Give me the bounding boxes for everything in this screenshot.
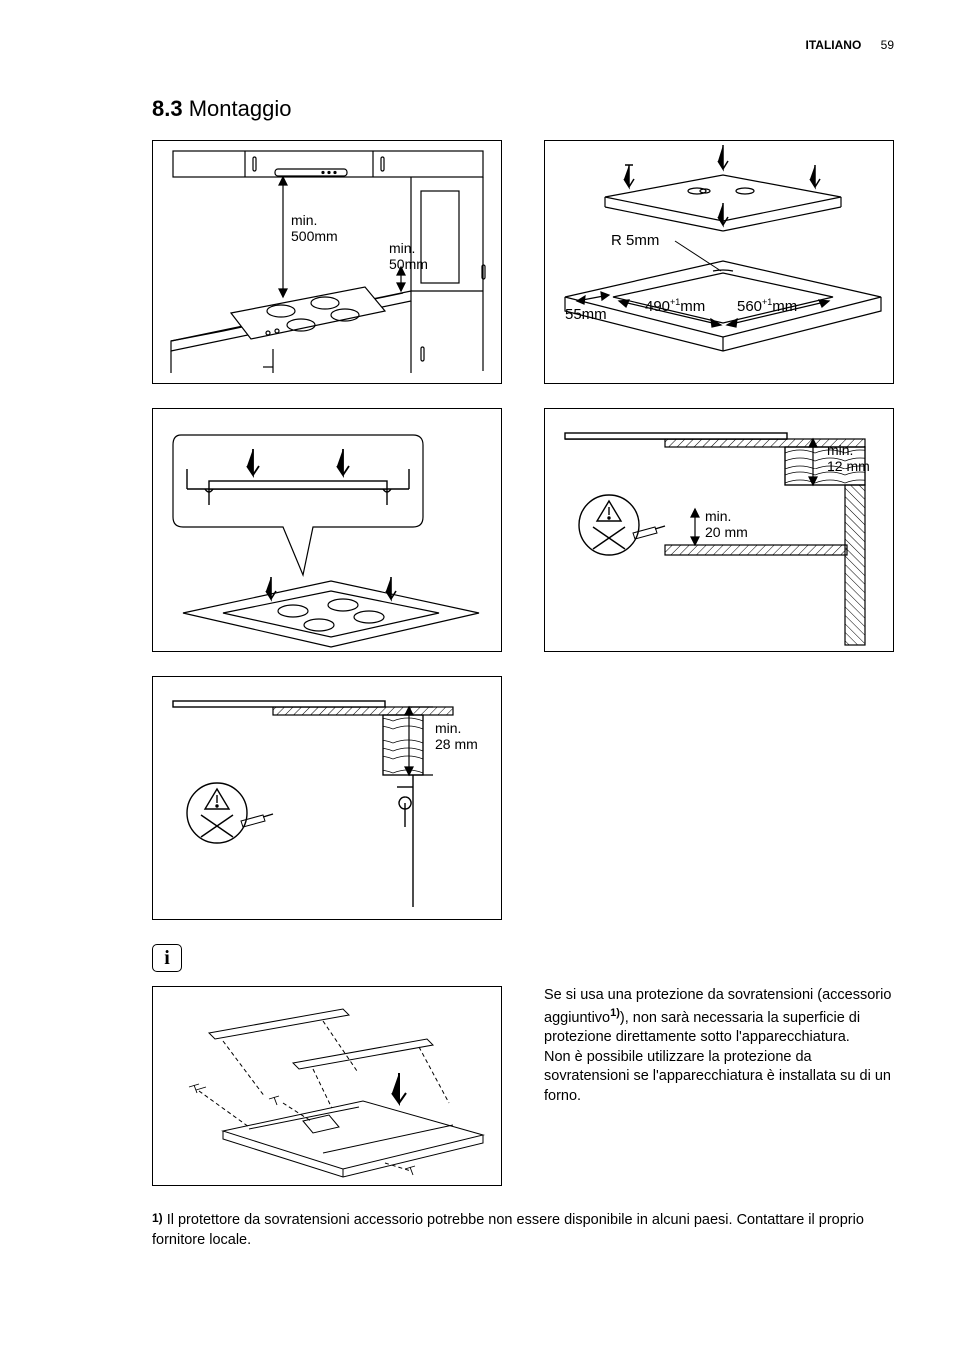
label-min500-a: min. (291, 212, 317, 228)
label-min50-b: 50mm (389, 256, 428, 272)
diagram-6 (153, 987, 503, 1187)
row-3: min. 28 mm (152, 676, 894, 920)
label-28-a: min. (435, 720, 461, 736)
section-title: 8.3 Montaggio (152, 96, 894, 122)
header-page-number: 59 (881, 38, 894, 52)
label-width: 490 (645, 298, 670, 315)
info-glyph: i (164, 947, 170, 970)
panel-section-12-20: min. 12 mm min. 20 mm (544, 408, 894, 652)
row-1: min. 500mm min. (152, 140, 894, 384)
label-12-b: 12 mm (827, 458, 870, 474)
label-depth: 55mm (565, 306, 607, 323)
footnote-text: Il protettore da sovratensioni accessori… (152, 1212, 864, 1248)
info-icon: i (152, 944, 182, 972)
p1-sup: 1) (610, 1007, 620, 1019)
diagram-5: min. 28 mm (153, 677, 503, 921)
row-2: min. 12 mm min. 20 mm (152, 408, 894, 652)
body-text: Se si usa una protezione da sovratension… (544, 986, 894, 1186)
label-20-a: min. (705, 508, 731, 524)
page-header: ITALIANO 59 (60, 38, 894, 52)
header-language: ITALIANO (806, 38, 862, 52)
diagram-grid: min. 500mm min. (152, 140, 894, 920)
diagram-1: min. 500mm min. (153, 141, 503, 385)
diagram-3 (153, 409, 503, 653)
label-length: 560 (737, 298, 762, 315)
bottom-row: Se si usa una protezione da sovratension… (152, 986, 894, 1186)
label-min500-b: 500mm (291, 228, 338, 244)
label-width-sup: +1 (670, 297, 680, 307)
label-20-b: 20 mm (705, 524, 748, 540)
label-28-b: 28 mm (435, 736, 478, 752)
label-radius: R 5mm (611, 232, 659, 249)
label-min50-a: min. (389, 240, 415, 256)
label-width-unit: mm (680, 298, 705, 315)
footnote: 1) Il protettore da sovratensioni access… (152, 1210, 894, 1250)
panel-assembly (152, 986, 502, 1186)
panel-clearances: min. 500mm min. (152, 140, 502, 384)
section-number: 8.3 (152, 96, 183, 121)
footnote-marker: 1) (152, 1211, 163, 1225)
paragraph-2: Non è possibile utilizzare la protezione… (544, 1048, 894, 1107)
paragraph-1: Se si usa una protezione da sovratension… (544, 986, 894, 1048)
label-length-unit: mm (772, 298, 797, 315)
diagram-2: R 5mm 55mm 490+1mm (545, 141, 895, 385)
label-length-sup: +1 (762, 297, 772, 307)
section-heading: Montaggio (189, 96, 292, 121)
panel-section-28: min. 28 mm (152, 676, 502, 920)
label-12-a: min. (827, 442, 853, 458)
panel-cutout: R 5mm 55mm 490+1mm (544, 140, 894, 384)
panel-pressdown (152, 408, 502, 652)
diagram-4: min. 12 mm min. 20 mm (545, 409, 895, 653)
